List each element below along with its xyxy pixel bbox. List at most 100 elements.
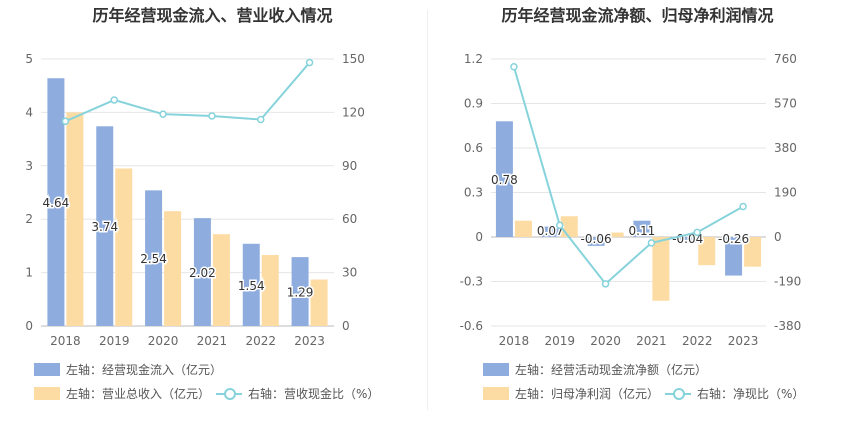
legend-label: 右轴：净现比（%） — [697, 387, 805, 401]
data-label: -0.06 — [581, 232, 612, 246]
legend-label: 左轴：归母净利润（亿元） — [515, 387, 660, 401]
legend-label: 右轴：营收现金比（%） — [248, 387, 380, 401]
bar-primary — [587, 237, 605, 246]
panel-divider — [427, 10, 428, 410]
legend-swatch-orange — [34, 387, 60, 400]
y-right-tick-label: 0 — [774, 230, 782, 244]
y-right-tick-label: 570 — [774, 97, 797, 111]
y-right-tick-label: -190 — [774, 275, 801, 289]
x-tick-label: 2020 — [590, 334, 621, 348]
y-right-tick-label: -380 — [774, 319, 801, 333]
legend-item-left-2[interactable]: 左轴：营业总收入（亿元） — [34, 385, 210, 402]
line-point — [208, 112, 216, 120]
y-right-tick-label: 120 — [342, 105, 365, 119]
bar-primary — [193, 218, 211, 326]
y-right-tick-label: 760 — [774, 52, 797, 66]
legend-swatch-blue — [483, 363, 509, 376]
bar-primary — [47, 78, 65, 326]
data-label: 0.11 — [629, 224, 656, 238]
y-right-tick-label: 90 — [342, 159, 357, 173]
line-series — [512, 66, 744, 286]
bar-primary — [96, 126, 114, 326]
y-left-tick-label: 3 — [25, 159, 33, 173]
x-tick-label: 2020 — [148, 334, 179, 348]
line-point — [739, 202, 747, 211]
y-left-tick-label: 0 — [475, 230, 483, 244]
line-point — [159, 110, 167, 118]
y-left-tick-label: 4 — [25, 105, 33, 119]
line-point — [556, 221, 564, 230]
data-label: 2.54 — [140, 252, 167, 266]
y-left-tick-label: 0.6 — [464, 141, 483, 155]
y-left-tick-label: 0 — [25, 319, 33, 333]
y-right-tick-label: 30 — [342, 266, 357, 280]
legend-swatch-blue — [34, 363, 60, 376]
x-tick-label: 2022 — [682, 334, 713, 348]
line-point — [510, 62, 518, 71]
legend-item-right-2[interactable]: 左轴：归母净利润（亿元） — [483, 385, 659, 402]
bar-secondary — [652, 237, 670, 301]
bar-secondary — [698, 237, 716, 266]
line-point — [305, 58, 314, 67]
x-tick-label: 2021 — [197, 334, 228, 348]
chart-title-left: 历年经营现金流入、营业收入情况 — [92, 6, 333, 25]
legend-item-right-3[interactable]: 右轴：净现比（%） — [665, 385, 804, 402]
bar-secondary — [212, 234, 230, 326]
legend-item-right-1[interactable]: 左轴：经营活动现金流净额（亿元） — [483, 361, 707, 378]
y-right-tick-label: 380 — [774, 141, 797, 155]
bar-primary — [725, 237, 743, 276]
legend-line-marker-icon — [216, 387, 242, 400]
bar-secondary — [310, 279, 328, 326]
bar-primary — [495, 121, 513, 237]
bar-primary — [679, 237, 697, 243]
y-left-tick-label: 2 — [25, 212, 33, 226]
chart-panel-right: 历年经营现金流净额、归母净利润情况 -0.6 -380 -0.3 -190 0 0 0.3 1… — [425, 0, 850, 437]
y-right-tick-label: 150 — [342, 52, 365, 66]
y-left-tick-label: 5 — [25, 52, 33, 66]
line-point — [647, 239, 656, 247]
bar-secondary — [164, 211, 182, 326]
data-label: 1.54 — [238, 279, 265, 293]
bar-secondary — [606, 232, 624, 237]
x-tick-label: 2019 — [544, 334, 575, 348]
bar-primary — [145, 190, 163, 326]
x-tick-label: 2022 — [245, 334, 276, 348]
chart-panel-left: 历年经营现金流入、营业收入情况 0 0 1 30 2 60 3 90 4 120 5 150 2018 2… — [25, 6, 379, 402]
y-right-tick-label: 60 — [342, 212, 357, 226]
chart-left: 0 0 1 30 2 60 3 90 4 120 5 150 2018 2019 2020 2021 2022 2… — [25, 52, 365, 348]
data-label: 2.02 — [189, 266, 216, 280]
bar-primary — [633, 220, 651, 237]
chart-right: -0.6 -380 -0.3 -190 0 0 0.3 190 0.6 380 0.9 570 1.2 7… — [460, 52, 802, 348]
line-point — [693, 228, 701, 237]
legend-label: 左轴：经营活动现金流净额（亿元） — [515, 363, 708, 377]
bar-primary — [291, 257, 309, 326]
line-series — [65, 61, 311, 123]
line-point — [61, 117, 70, 126]
data-label: 0.78 — [491, 173, 518, 187]
y-left-tick-label: -0.3 — [460, 275, 483, 289]
line-point — [601, 280, 610, 288]
legend-label: 左轴：营业总收入（亿元） — [66, 387, 211, 401]
x-tick-label: 2018 — [499, 334, 530, 348]
bar-secondary — [261, 254, 279, 326]
bar-primary — [541, 226, 559, 237]
x-tick-label: 2023 — [294, 334, 325, 348]
data-label: 1.29 — [287, 286, 314, 300]
legend-item-left-3[interactable]: 右轴：营收现金比（%） — [216, 385, 379, 402]
legend-label: 左轴：经营现金流入（亿元） — [66, 363, 223, 377]
x-tick-label: 2019 — [99, 334, 130, 348]
data-label: 4.64 — [43, 196, 70, 210]
legend-line-marker-icon — [665, 387, 691, 400]
y-right-tick-label: 190 — [774, 186, 797, 200]
legend-swatch-orange — [483, 387, 509, 400]
bar-secondary — [744, 237, 762, 267]
y-right-tick-label: 0 — [342, 319, 350, 333]
data-label: 3.74 — [91, 220, 118, 234]
line-point — [110, 96, 118, 104]
x-tick-label: 2021 — [636, 334, 667, 348]
y-left-tick-label: 0.3 — [464, 186, 483, 200]
legend-item-left-1[interactable]: 左轴：经营现金流入（亿元） — [34, 361, 222, 378]
y-left-tick-label: -0.6 — [460, 319, 483, 333]
bar-primary — [242, 243, 260, 326]
y-left-tick-label: 0.9 — [464, 97, 483, 111]
